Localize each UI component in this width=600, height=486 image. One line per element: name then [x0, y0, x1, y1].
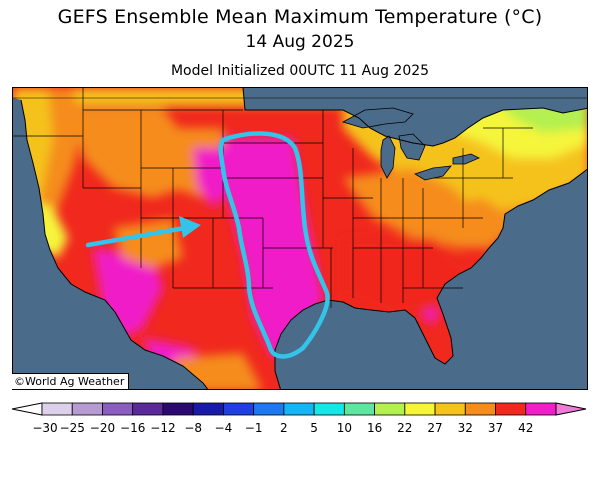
colorbar-max-triangle	[555, 402, 587, 416]
colorbar-swatch	[71, 402, 103, 416]
colorbar: −30 −25 −20 −16 −12 −8 −4 −1 2 5 10 16 22 27 32 37 42	[11, 402, 587, 435]
colorbar-tick-label: −4	[215, 421, 233, 435]
colorbar-tick-label: 5	[310, 421, 318, 435]
colorbar-swatch	[223, 402, 255, 416]
colorbar-swatch	[495, 402, 527, 416]
state-borders	[13, 88, 587, 308]
colorbar-tick-label: 37	[488, 421, 503, 435]
colorbar-tick-label: −25	[60, 421, 85, 435]
colorbar-tick-label: −30	[32, 421, 57, 435]
temperature-map	[12, 87, 588, 390]
colorbar-swatch	[313, 402, 345, 416]
lake-superior	[341, 107, 414, 129]
colorbar-tick-label: 10	[337, 421, 352, 435]
colorbar-tick-label: 22	[397, 421, 412, 435]
great-lakes	[341, 107, 480, 181]
map-title: GEFS Ensemble Mean Maximum Temperature (…	[57, 6, 543, 28]
colorbar-swatch	[404, 402, 436, 416]
lake-huron	[398, 133, 426, 161]
coastline	[20, 88, 587, 389]
lake-michigan	[380, 135, 396, 179]
colorbar-swatch	[253, 402, 285, 416]
colorbar-tick-label: −12	[150, 421, 175, 435]
colorbar-tick-label: −16	[120, 421, 145, 435]
colorbar-swatch	[41, 402, 73, 416]
colorbar-swatch	[192, 402, 224, 416]
lake-ontario	[452, 153, 480, 165]
colorbar-swatch	[464, 402, 496, 416]
colorbar-swatch	[374, 402, 406, 416]
colorbar-tick-label: −8	[184, 421, 202, 435]
map-svg	[13, 88, 587, 389]
valid-date: 14 Aug 2025	[245, 32, 355, 52]
colorbar-tick-label: 16	[367, 421, 382, 435]
colorbar-min-triangle	[11, 402, 43, 416]
colorbar-swatch	[434, 402, 466, 416]
colorbar-swatch	[343, 402, 375, 416]
lake-erie	[414, 165, 452, 181]
colorbar-swatch	[525, 402, 557, 416]
colorbar-tick-label: 27	[427, 421, 442, 435]
colorbar-swatch	[283, 402, 315, 416]
colorbar-tick-label: 32	[458, 421, 473, 435]
colorbar-swatch	[132, 402, 164, 416]
model-init-text: Model Initialized 00UTC 11 Aug 2025	[170, 63, 430, 79]
central-plains-heat-outline	[218, 131, 330, 359]
credit-label: ©World Ag Weather	[12, 373, 130, 389]
colorbar-tick-label: 42	[518, 421, 533, 435]
colorbar-tick-label: 2	[280, 421, 288, 435]
colorbar-tick-label: −1	[245, 421, 263, 435]
colorbar-swatch	[162, 402, 194, 416]
colorbar-tick-label: −20	[90, 421, 115, 435]
arrow-pointing-to-plains	[85, 216, 201, 248]
colorbar-swatch	[102, 402, 134, 416]
